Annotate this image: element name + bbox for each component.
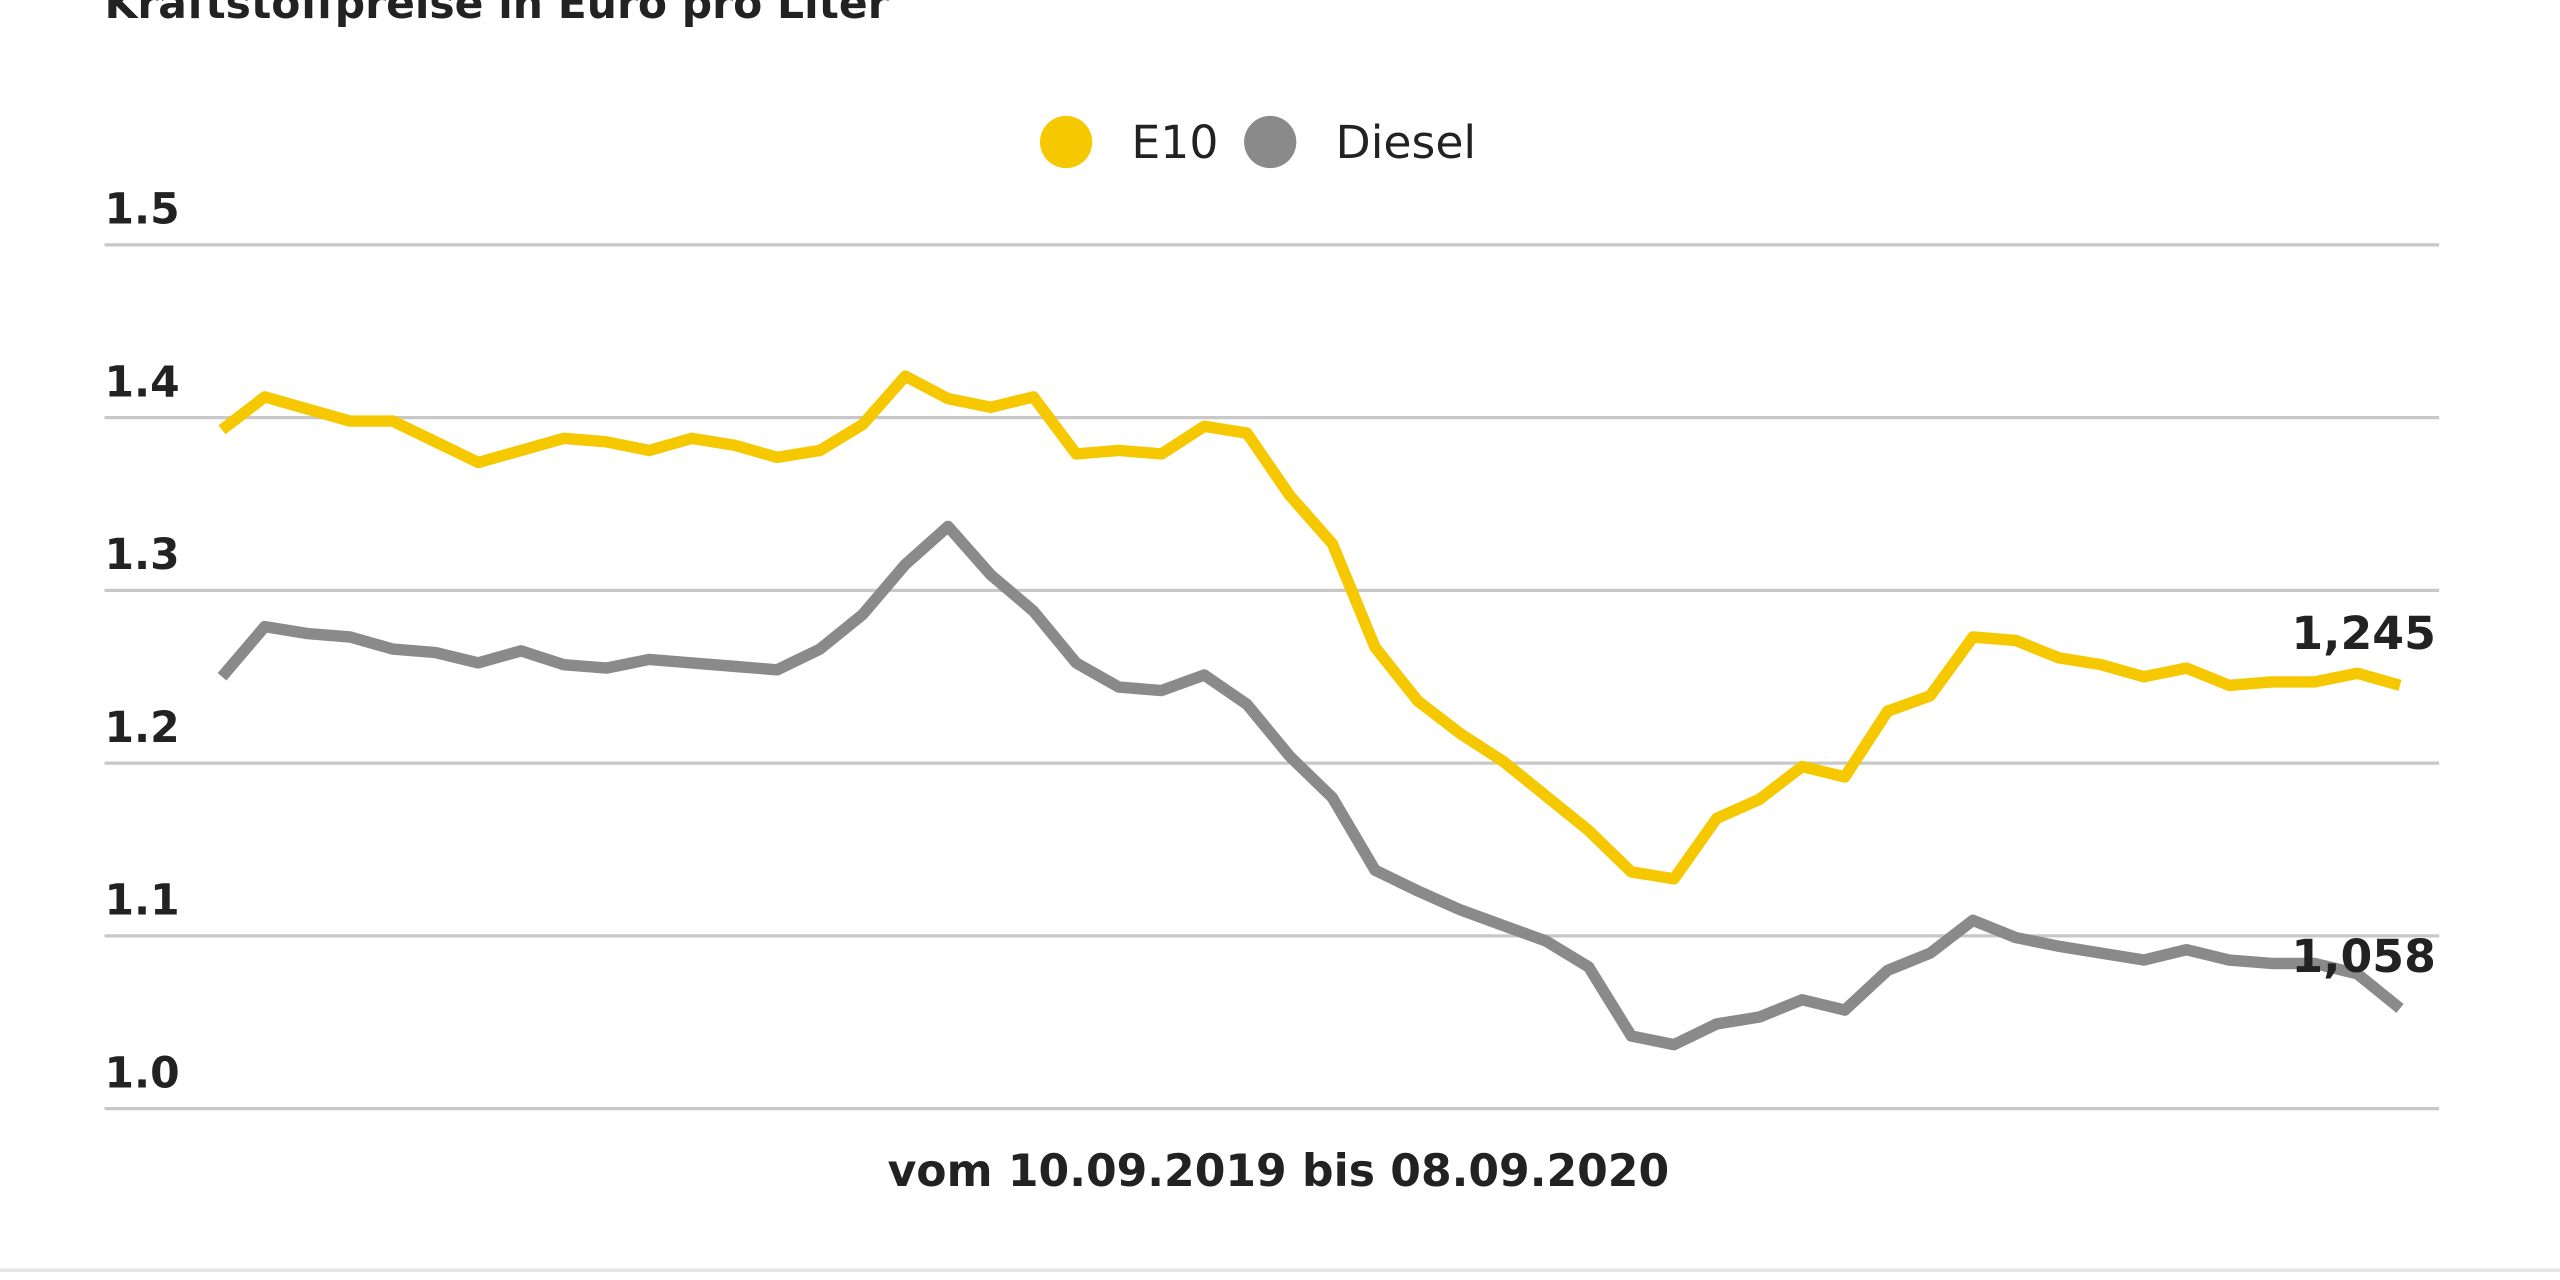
legend-marker (1244, 115, 1297, 169)
legend-label: E10 (1131, 116, 1218, 169)
series-line (218, 370, 2402, 885)
legend-marker (1040, 115, 1093, 169)
value-label: 1,058 (2291, 930, 2436, 983)
y-tick-label: 1.2 (104, 704, 179, 753)
value-label: 1,245 (2291, 607, 2436, 660)
y-tick-label: 1.3 (104, 531, 179, 580)
y-tick-label: 1.4 (104, 358, 179, 407)
y-tick-label: 1.0 (104, 1049, 179, 1098)
chart-title: Kraftstoffpreise in Euro pro Liter (104, 0, 888, 29)
y-tick-label: 1.5 (104, 186, 179, 235)
series-line (217, 520, 2404, 1051)
x-axis-label: vom 10.09.2019 bis 08.09.2020 (888, 1146, 1670, 1197)
legend-label: Diesel (1336, 116, 1477, 169)
y-tick-label: 1.1 (104, 877, 179, 926)
